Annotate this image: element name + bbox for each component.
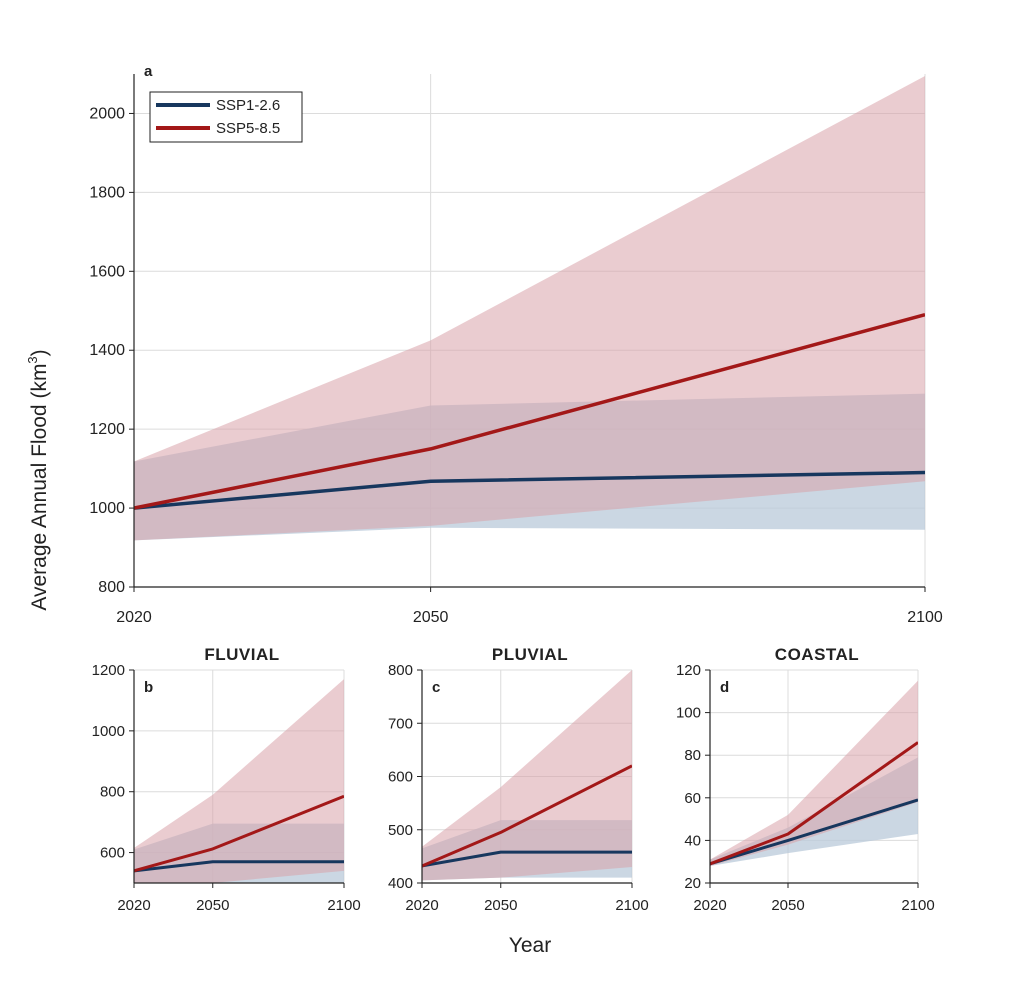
legend: SSP1-2.6 SSP5-8.5 [149, 91, 303, 143]
y-axis-label-text: Average Annual Flood (km [28, 364, 51, 611]
y-tick-label-a: 1200 [89, 421, 125, 438]
line-ssp1-c [422, 850, 632, 868]
panel-letter-a: a [144, 63, 153, 80]
x-axis-label: Year [509, 934, 551, 957]
panel-a: 800 1000 1200 1400 1600 1800 2000 2020 2050 2100 a [89, 63, 942, 626]
line-ssp5-c [422, 764, 632, 868]
legend-label-ssp5: SSP5-8.5 [216, 120, 280, 137]
x-tick-label-b: 2100 [327, 897, 360, 914]
x-tick-label-c: 2050 [484, 897, 517, 914]
panel-letter-b: b [144, 679, 153, 696]
y-tick-label-b: 1000 [92, 723, 125, 740]
y-tick-label-c: 400 [388, 875, 413, 892]
legend-label-ssp1: SSP1-2.6 [216, 97, 280, 114]
line-ssp5-d [710, 741, 918, 866]
plot-area-a [134, 75, 925, 541]
band-ssp5-c [422, 670, 632, 881]
y-tick-label-d: 40 [684, 832, 701, 849]
panel-title-b: FLUVIAL [204, 645, 279, 664]
y-tick-label-d: 80 [684, 747, 701, 764]
band-ssp5-b [134, 679, 344, 883]
x-tick-label-d: 2100 [901, 897, 934, 914]
y-tick-label-c: 500 [388, 822, 413, 839]
panel-c: 400 500 600 700 800 2020 2050 2100 c PLUVIAL [388, 645, 649, 914]
y-tick-label-a: 1000 [89, 500, 125, 517]
panel-letter-c: c [432, 679, 440, 696]
y-tick-label-a: 800 [98, 579, 125, 596]
y-axis-label-close: ) [28, 349, 51, 356]
band-ssp5-a [134, 75, 925, 541]
y-tick-label-b: 600 [100, 845, 125, 862]
plot-area-b [134, 679, 344, 883]
panel-b: 600 800 1000 1200 2020 2050 2100 b FLUVIAL [92, 645, 361, 914]
plot-area-d [710, 680, 918, 866]
x-tick-label-d: 2020 [693, 897, 726, 914]
y-tick-label-c: 600 [388, 769, 413, 786]
chart-panels: 800 1000 1200 1400 1600 1800 2000 2020 2050 2100 a… [89, 63, 942, 914]
y-tick-label-b: 800 [100, 784, 125, 801]
x-tick-label-d: 2050 [771, 897, 804, 914]
line-ssp1-a [134, 470, 925, 510]
y-tick-label-d: 20 [684, 875, 701, 892]
y-axis-label: Average Annual Flood (km3) [25, 349, 51, 610]
panel-title-d: COASTAL [775, 645, 859, 664]
line-ssp1-b [134, 860, 344, 873]
y-tick-label-a: 2000 [89, 105, 125, 122]
panel-letter-d: d [720, 679, 729, 696]
panel-d: 20 40 60 80 100 120 2020 2050 2100 d COASTAL [676, 645, 935, 914]
line-ssp5-b [134, 794, 344, 873]
y-axis-label-superscript: 3 [25, 356, 40, 363]
x-tick-label-a: 2100 [907, 609, 943, 626]
x-tick-label-b: 2020 [117, 897, 150, 914]
y-tick-label-d: 60 [684, 790, 701, 807]
y-tick-label-a: 1400 [89, 342, 125, 359]
y-tick-label-a: 1800 [89, 184, 125, 201]
y-tick-label-a: 1600 [89, 263, 125, 280]
x-tick-label-a: 2050 [413, 609, 449, 626]
line-ssp1-d [710, 798, 918, 866]
x-tick-label-c: 2100 [615, 897, 648, 914]
line-ssp5-a [134, 313, 925, 510]
x-tick-label-b: 2050 [196, 897, 229, 914]
panel-title-c: PLUVIAL [492, 645, 568, 664]
y-tick-label-c: 700 [388, 715, 413, 732]
legend-box [149, 91, 303, 143]
y-tick-label-b: 1200 [92, 662, 125, 679]
y-tick-label-c: 800 [388, 662, 413, 679]
plot-area-c [422, 670, 632, 881]
x-tick-label-c: 2020 [405, 897, 438, 914]
y-tick-label-d: 120 [676, 662, 701, 679]
x-tick-label-a: 2020 [116, 609, 152, 626]
y-tick-label-d: 100 [676, 705, 701, 722]
